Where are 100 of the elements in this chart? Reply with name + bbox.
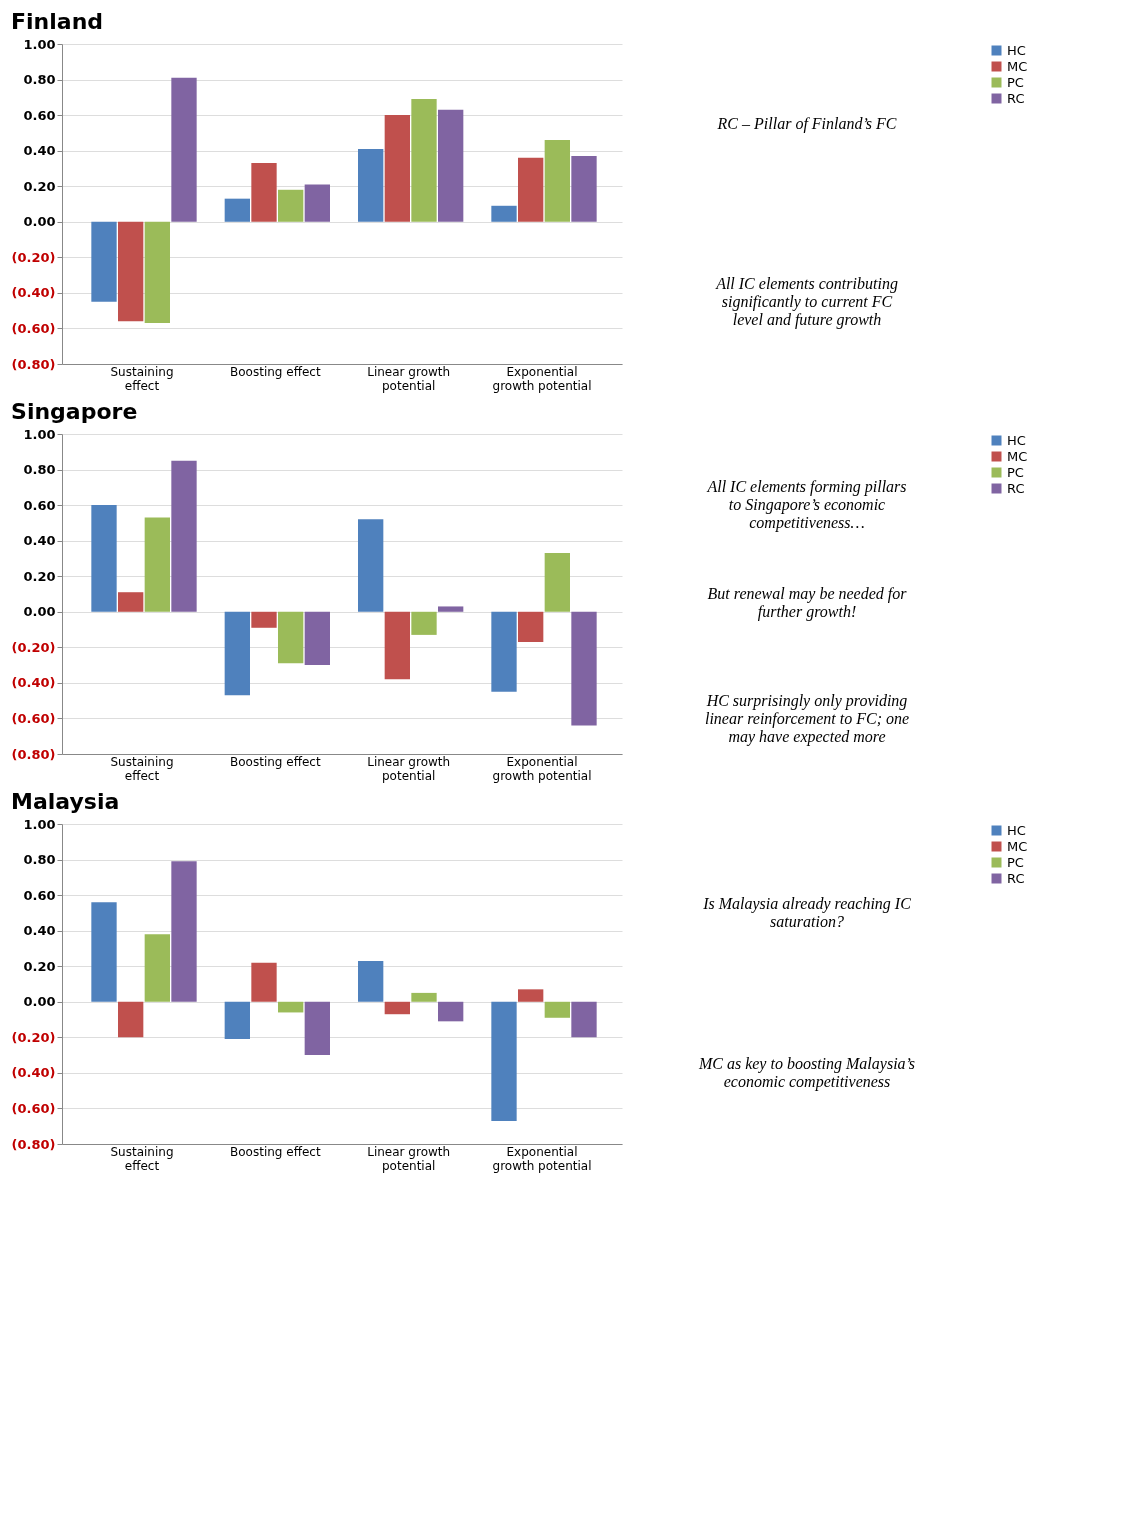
- text: All IC elements contributing significantly to current FC level and future growth: [715, 275, 898, 329]
- text: But renewal may be needed for further growth!: [707, 585, 908, 621]
- bar: [118, 592, 144, 612]
- bar: [491, 1001, 517, 1121]
- legend-label: RC: [1007, 480, 1025, 496]
- text: HC surprisingly only providing linear reinforcement to FC; one may have expected more: [704, 691, 910, 746]
- bar: [171, 861, 197, 1002]
- y-tick-label: 1.00: [23, 426, 56, 442]
- y-tick-label: (0.60): [11, 320, 56, 336]
- y-tick-label: 0.20: [23, 958, 56, 974]
- legend-label: RC: [1007, 90, 1025, 106]
- y-tick-label: 0.80: [23, 852, 56, 868]
- x-tick-label: Sustaining effect: [110, 754, 174, 783]
- bar: [251, 962, 277, 1002]
- text: Is Malaysia already reaching IC saturation?: [702, 895, 912, 930]
- text: MC as key to boosting Malaysia’s economic competitiveness: [697, 1055, 916, 1091]
- bar: [278, 1001, 304, 1013]
- x-tick-label: Exponential growth potential: [492, 754, 592, 783]
- bar: [144, 934, 170, 1002]
- bar: [251, 163, 277, 222]
- bar: [411, 611, 437, 635]
- y-tick-label: (0.80): [11, 1136, 56, 1152]
- bar: [304, 184, 330, 222]
- y-tick-label: 0.40: [23, 923, 56, 939]
- legend-label: MC: [1007, 58, 1028, 74]
- bar: [518, 989, 544, 1002]
- bar: [304, 1001, 330, 1056]
- y-tick-label: 0.60: [23, 887, 56, 903]
- y-tick-label: 0.20: [23, 568, 56, 584]
- x-tick-label: Sustaining effect: [110, 364, 174, 393]
- chart-title: Malaysia: [11, 789, 120, 814]
- bar: [171, 77, 197, 222]
- bar: [278, 189, 304, 222]
- legend-label: MC: [1007, 448, 1028, 464]
- bar: [144, 517, 170, 612]
- chart-title: Finland: [11, 9, 104, 34]
- y-tick-label: 0.40: [23, 143, 56, 159]
- x-tick-label: Sustaining effect: [110, 1144, 174, 1173]
- bar: [438, 1001, 464, 1022]
- y-tick-label: (0.40): [11, 1065, 56, 1081]
- bar: [438, 606, 464, 612]
- bar: [358, 960, 384, 1002]
- bar: [571, 156, 597, 222]
- text: RC – Pillar of Finland’s FC: [716, 115, 897, 133]
- bar: [358, 148, 384, 222]
- y-tick-label: 0.40: [23, 533, 56, 549]
- bar: [384, 1001, 410, 1015]
- bar: [91, 221, 117, 302]
- x-tick-label: Linear growth potential: [367, 364, 451, 393]
- legend-label: PC: [1007, 464, 1024, 480]
- text: All IC elements forming pillars to Singapore’s economic competitiveness…: [706, 478, 907, 533]
- x-tick-label: Boosting effect: [230, 1144, 321, 1159]
- y-tick-label: (0.80): [11, 746, 56, 762]
- y-tick-label: 1.00: [23, 816, 56, 832]
- y-tick-label: (0.40): [11, 285, 56, 301]
- bar: [571, 1001, 597, 1038]
- y-tick-label: 0.80: [23, 462, 56, 478]
- bar: [171, 460, 197, 612]
- y-tick-label: 0.60: [23, 497, 56, 513]
- y-tick-label: (0.60): [11, 710, 56, 726]
- bar: [411, 992, 437, 1002]
- y-tick-label: (0.60): [11, 1100, 56, 1116]
- y-tick-label: 0.00: [23, 994, 56, 1010]
- bar: [518, 157, 544, 222]
- bar: [544, 1001, 570, 1018]
- y-tick-label: 0.00: [23, 214, 56, 230]
- bar: [571, 611, 597, 726]
- y-tick-label: 1.00: [23, 36, 56, 52]
- bar: [544, 553, 570, 612]
- bar: [304, 611, 330, 666]
- y-tick-label: 0.20: [23, 178, 56, 194]
- legend-label: PC: [1007, 74, 1024, 90]
- chart-title: Singapore: [11, 399, 138, 424]
- bar: [438, 109, 464, 222]
- x-tick-label: Exponential growth potential: [492, 364, 592, 393]
- bar: [224, 611, 250, 696]
- bar: [251, 611, 277, 628]
- legend-label: HC: [1007, 822, 1026, 838]
- y-tick-label: 0.60: [23, 107, 56, 123]
- y-tick-label: 0.80: [23, 72, 56, 88]
- bar: [384, 611, 410, 680]
- y-tick-label: 0.00: [23, 604, 56, 620]
- legend-label: HC: [1007, 432, 1026, 448]
- y-tick-label: (0.20): [11, 249, 56, 265]
- y-tick-label: (0.40): [11, 675, 56, 691]
- y-tick-label: (0.80): [11, 356, 56, 372]
- bar: [118, 1001, 144, 1038]
- bar: [91, 902, 117, 1002]
- bar: [544, 140, 570, 222]
- x-tick-label: Linear growth potential: [367, 754, 451, 783]
- bar: [118, 221, 144, 322]
- legend-label: PC: [1007, 854, 1024, 870]
- legend-label: MC: [1007, 838, 1028, 854]
- legend-label: HC: [1007, 42, 1026, 58]
- x-tick-label: Boosting effect: [230, 364, 321, 379]
- y-tick-label: (0.20): [11, 1029, 56, 1045]
- bar: [518, 611, 544, 642]
- bar: [224, 1001, 250, 1040]
- bar: [491, 205, 517, 222]
- bar: [278, 611, 304, 664]
